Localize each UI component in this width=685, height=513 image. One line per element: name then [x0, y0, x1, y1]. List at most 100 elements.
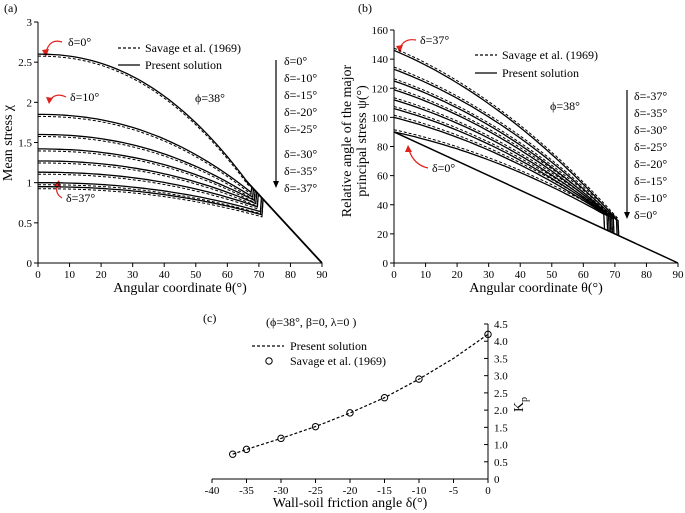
c-savage-point: [311, 422, 320, 431]
a-series-savage-4: [38, 162, 258, 207]
panel-a-callouts: δ=0° δ=10° δ=37°: [42, 35, 99, 205]
callout-a-delta10: δ=10°: [70, 90, 99, 104]
panel-c-ylabel-main: K: [512, 402, 527, 412]
b-delta-item: δ=0°: [634, 208, 657, 222]
b-series-present-2: [393, 107, 610, 232]
panel-b-xlabel: Angular coordinate θ(°): [469, 281, 603, 296]
a-series-present-0: [37, 53, 250, 185]
b-y-tick-label: 120: [372, 83, 389, 95]
c-savage-point: [346, 409, 354, 417]
a-envelope-tail: [245, 180, 323, 264]
a-series-present-7: [38, 186, 264, 216]
b-x-tick-label: 0: [391, 269, 397, 281]
a-delta-item: δ=-35°: [284, 164, 317, 178]
panel-a-delta-list: δ=0° δ=-10° δ=-15° δ=-20° δ=-25° δ=-30° …: [273, 54, 317, 195]
b-y-tick-label: 0: [383, 258, 389, 270]
a-series-present-2: [38, 133, 255, 199]
c-y-tick-label: 2.5: [494, 388, 508, 400]
c-x-tick-label: -25: [308, 485, 323, 497]
b-series-savage-5: [393, 78, 615, 232]
a-x-tick-label: 80: [285, 269, 297, 281]
c-y-tick-label: 1.5: [494, 422, 508, 434]
a-series-savage-3: [37, 150, 256, 204]
b-series-present-4: [393, 89, 614, 233]
b-delta-arrowhead: [624, 212, 630, 219]
a-series-present-4: [38, 160, 258, 205]
panel-a-ylabel: Mean stress χ: [1, 104, 16, 181]
b-x-tick-label: 80: [641, 269, 653, 281]
a-y-tick-label: 3: [27, 17, 33, 29]
a-series-savage-1: [38, 115, 253, 196]
c-x-tick-label: -35: [239, 485, 254, 497]
b-series-savage-0: [393, 129, 605, 227]
a-y-tick-label: 0.5: [18, 218, 32, 230]
c-y-tick-label: 3.5: [494, 353, 508, 365]
panel-a-phi: ϕ=38°: [195, 91, 225, 105]
c-y-tick-label: 4.5: [494, 319, 508, 331]
panel-c-xlabel: Wall-soil friction angle δ(°): [273, 496, 428, 511]
c-savage-point: [229, 450, 237, 458]
a-delta-item: δ=-20°: [284, 105, 317, 119]
a-x-tick-label: 0: [35, 269, 41, 281]
b-delta-item: δ=-20°: [634, 157, 667, 171]
callout-a-delta0: δ=0°: [68, 35, 91, 49]
b-delta-item: δ=-10°: [634, 191, 667, 205]
c-x-tick-label: -5: [449, 485, 459, 497]
legend-b-present: Present solution: [502, 66, 579, 80]
c-savage-point: [415, 375, 423, 383]
a-x-tick-label: 30: [127, 269, 139, 281]
a-y-tick-label: 0: [27, 258, 33, 270]
b-series-present-5: [393, 80, 615, 234]
a-y-tick-label: 1: [27, 178, 33, 190]
b-x-tick-label: 60: [578, 269, 590, 281]
a-x-tick-label: 70: [253, 269, 265, 281]
c-y-tick-label: 4.0: [494, 336, 508, 348]
c-y-tick-label: 2.0: [494, 405, 508, 417]
callout-b-delta37-arrowhead: [396, 45, 403, 53]
legend-a-present: Present solution: [145, 58, 222, 72]
c-x-tick-label: -40: [205, 485, 220, 497]
a-delta-item: δ=-30°: [284, 147, 317, 161]
a-y-tick-label: 2: [27, 97, 33, 109]
c-savage-point: [242, 445, 251, 454]
callout-a-delta10-arrow: [49, 94, 67, 101]
b-series-present-6: [393, 68, 618, 235]
b-y-tick-label: 20: [377, 229, 389, 241]
a-delta-item: δ=-10°: [284, 71, 317, 85]
panel-c-label: (c): [203, 311, 216, 325]
panel-b-label: (b): [358, 1, 372, 15]
panel-c-legend: Present solution Savage et al. (1969): [252, 339, 386, 368]
c-y-tick-label: 0: [494, 474, 500, 486]
b-x-tick-label: 90: [673, 269, 685, 281]
b-series-savage-1: [393, 114, 609, 229]
callout-b-delta0-arrowhead: [405, 145, 412, 152]
a-y-tick-label: 2.5: [18, 57, 32, 69]
a-series-savage-0: [37, 55, 250, 187]
callout-b-delta37-arrow: [399, 39, 417, 49]
a-series-savage-2: [38, 136, 254, 200]
legend-b-savage: Savage et al. (1969): [502, 48, 598, 62]
b-envelope-line: [393, 131, 679, 264]
panel-b-delta-list: δ=-37° δ=-35° δ=-30° δ=-25° δ=-20° δ=-15…: [624, 89, 667, 222]
b-x-tick-label: 20: [452, 269, 464, 281]
panel-b-phi: ϕ=38°: [550, 99, 580, 113]
b-series-savage-3: [393, 97, 612, 230]
b-series-present-3: [393, 99, 612, 233]
a-series-savage-5: [38, 173, 259, 210]
legend-c-present: Present solution: [290, 339, 367, 353]
c-savage-point: [484, 330, 492, 339]
callout-a-delta37: δ=37°: [66, 191, 95, 205]
callout-b-delta37: δ=37°: [420, 33, 449, 47]
callout-b-delta0-arrow: [408, 149, 429, 169]
panel-b-callouts: δ=37° δ=0°: [396, 33, 455, 175]
c-y-tick-label: 0.5: [494, 457, 508, 469]
callout-a-delta37-arrowhead: [54, 180, 61, 188]
c-x-tick-label: -30: [274, 485, 289, 497]
c-x-tick-label: -20: [343, 485, 358, 497]
b-x-tick-label: 30: [483, 269, 495, 281]
a-series-present-6: [38, 182, 263, 213]
b-series-present-7: [393, 49, 620, 236]
b-delta-item: δ=-35°: [634, 106, 667, 120]
a-x-tick-label: 60: [222, 269, 234, 281]
